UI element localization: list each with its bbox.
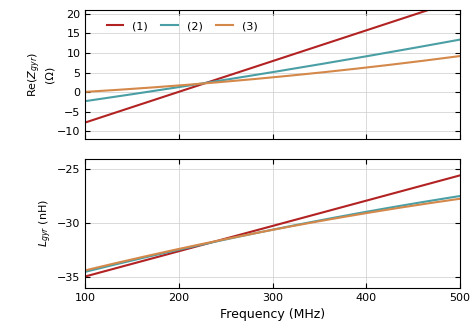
- (3): [422, 59, 428, 63]
- (2): [82, 99, 88, 103]
- (2): [84, 99, 90, 103]
- (1): [422, 9, 428, 13]
- (1): [82, 120, 88, 124]
- X-axis label: Frequency (MHz): Frequency (MHz): [220, 308, 325, 321]
- Line: (2): (2): [85, 40, 460, 101]
- (2): [305, 64, 311, 68]
- (1): [305, 47, 311, 51]
- (1): [398, 17, 404, 21]
- (2): [422, 44, 428, 48]
- (2): [304, 65, 310, 69]
- (3): [305, 72, 311, 76]
- (2): [312, 63, 318, 67]
- (3): [398, 62, 404, 66]
- (2): [398, 48, 404, 52]
- (3): [457, 54, 463, 58]
- (3): [82, 90, 88, 94]
- (1): [457, 0, 463, 2]
- (3): [304, 72, 310, 76]
- Y-axis label: Re($\mathit{Z}_{gyr}$)
(Ω): Re($\mathit{Z}_{gyr}$) (Ω): [26, 52, 55, 97]
- (1): [84, 120, 90, 124]
- (1): [312, 45, 318, 49]
- (2): [457, 38, 463, 42]
- (1): [304, 48, 310, 52]
- (3): [84, 90, 90, 94]
- Legend: (1), (2), (3): (1), (2), (3): [102, 17, 262, 36]
- (3): [312, 71, 318, 75]
- Line: (3): (3): [85, 56, 460, 92]
- Line: (1): (1): [85, 0, 460, 122]
- Y-axis label: $\mathit{L}_{gyr}$ (nH): $\mathit{L}_{gyr}$ (nH): [38, 199, 54, 247]
